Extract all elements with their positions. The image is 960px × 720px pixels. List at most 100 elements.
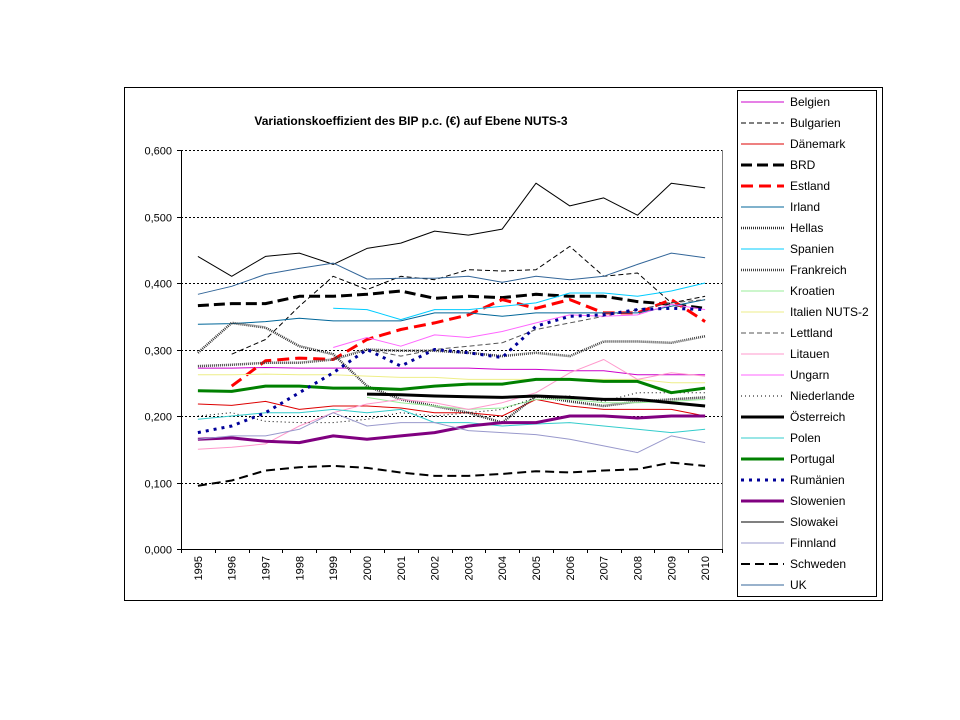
- legend-label-lettland: Lettland: [790, 326, 833, 340]
- legend-entry-lettland: Lettland: [741, 326, 833, 340]
- legend-label-kroatien: Kroatien: [790, 284, 835, 298]
- x-tick-label: 2006: [565, 556, 577, 580]
- legend-entry-belgien: Belgien: [741, 95, 830, 109]
- legend-entry-uk: UK: [741, 578, 807, 592]
- y-tick-label: 0,300: [144, 346, 172, 358]
- series-line-uk: [197, 252, 706, 295]
- legend-entry-oesterreich: Österreich: [741, 410, 845, 424]
- legend-entry-bulgarien: Bulgarien: [741, 116, 841, 130]
- series-line-oesterreich: [366, 392, 706, 408]
- x-tick-label: 1997: [261, 556, 273, 580]
- legend-label-slowakei: Slowakei: [790, 515, 838, 529]
- x-tick-label: 2001: [396, 556, 408, 580]
- y-tick-label: 0,500: [144, 213, 172, 225]
- legend-label-daenemark: Dänemark: [790, 137, 846, 151]
- y-tick-label: 0,100: [144, 479, 172, 491]
- series-line-polen: [197, 408, 706, 434]
- series-line-rumaenien: [197, 306, 706, 435]
- y-tick-label: 0,000: [144, 545, 172, 557]
- legend-label-spanien: Spanien: [790, 242, 834, 256]
- legend-label-frankreich: Frankreich: [790, 263, 847, 277]
- legend-label-estland: Estland: [790, 179, 830, 193]
- legend-label-oesterreich: Österreich: [790, 410, 845, 424]
- legend-items: Belgien Bulgarien Dänemark BRD Estland Irland…: [741, 95, 869, 592]
- series-line-finnland: [197, 412, 706, 454]
- series-line-belgien: [197, 367, 706, 376]
- y-axis-ticks: 0,000 0,100 0,200 0,300 0,400 0,500 0,600: [144, 146, 181, 557]
- series-line-schweden: [197, 461, 706, 487]
- legend-label-portugal: Portugal: [790, 452, 835, 466]
- legend-entry-irland: Irland: [741, 200, 820, 214]
- legend-label-bulgarien: Bulgarien: [790, 116, 841, 130]
- legend-entry-portugal: Portugal: [741, 452, 835, 466]
- series-line-daenemark: [197, 398, 706, 417]
- legend-label-uk: UK: [790, 578, 807, 592]
- legend-entry-spanien: Spanien: [741, 242, 834, 256]
- x-axis-ticks: 1995 1996 1997 1998 1999 2000 2001 2002 2003 2004…: [181, 549, 723, 580]
- legend-entry-ungarn: Ungarn: [741, 368, 829, 382]
- legend-label-litauen: Litauen: [790, 347, 829, 361]
- legend-entry-finnland: Finnland: [741, 536, 836, 550]
- series-line-brd: [197, 289, 706, 310]
- legend-label-niederlande: Niederlande: [790, 389, 855, 403]
- plot-background: [181, 150, 722, 549]
- legend-entry-italien-nuts-2: Italien NUTS-2: [741, 305, 869, 319]
- x-tick-label: 2010: [700, 556, 712, 580]
- y-tick-label: 0,600: [144, 146, 172, 158]
- x-tick-label: 2000: [362, 556, 374, 580]
- legend-label-irland: Irland: [790, 200, 820, 214]
- legend: Belgien Bulgarien Dänemark BRD Estland Irland…: [737, 90, 877, 597]
- legend-label-slowenien: Slowenien: [790, 494, 845, 508]
- legend-entry-daenemark: Dänemark: [741, 137, 846, 151]
- y-tick-label: 0,200: [144, 412, 172, 424]
- x-tick-label: 2002: [430, 556, 442, 580]
- series-line-ungarn: [333, 303, 706, 348]
- legend-label-italien-nuts-2: Italien NUTS-2: [790, 305, 869, 319]
- series-line-italien-nuts-2: [197, 373, 706, 384]
- y-tick-label: 0,400: [144, 279, 172, 291]
- legend-entry-litauen: Litauen: [741, 347, 829, 361]
- legend-entry-slowenien: Slowenien: [741, 494, 845, 508]
- x-tick-label: 2007: [599, 556, 611, 580]
- x-tick-label: 2004: [497, 556, 509, 580]
- x-tick-label: 2008: [632, 556, 644, 580]
- x-tick-label: 1998: [294, 556, 306, 580]
- legend-label-belgien: Belgien: [790, 95, 830, 109]
- x-tick-label: 1995: [193, 556, 205, 580]
- plot-area: 0,000 0,100 0,200 0,300 0,400 0,500 0,600 1995…: [144, 146, 723, 580]
- chart-title: Variationskoeffizient des BIP p.c. (€) a…: [254, 114, 568, 128]
- legend-label-schweden: Schweden: [790, 557, 846, 571]
- x-tick-label: 2009: [666, 556, 678, 580]
- legend-label-hellas: Hellas: [790, 221, 823, 235]
- series-line-slowenien: [197, 414, 706, 445]
- legend-entry-rumaenien: Rumänien: [741, 473, 845, 487]
- legend-label-ungarn: Ungarn: [790, 368, 829, 382]
- legend-entry-slowakei: Slowakei: [741, 515, 838, 529]
- legend-label-rumaenien: Rumänien: [790, 473, 845, 487]
- x-tick-label: 2005: [531, 556, 543, 580]
- x-tick-label: 1996: [227, 556, 239, 580]
- legend-entry-estland: Estland: [741, 179, 830, 193]
- legend-entry-niederlande: Niederlande: [741, 389, 855, 403]
- series-line-lettland: [366, 299, 706, 357]
- series-line-frankreich: [197, 334, 706, 368]
- series-line-litauen: [197, 359, 706, 450]
- legend-label-brd: BRD: [790, 158, 816, 172]
- legend-label-finnland: Finnland: [790, 536, 836, 550]
- series-line-spanien: [333, 282, 706, 321]
- legend-box: [737, 90, 877, 597]
- series-line-slowakei: [197, 182, 706, 277]
- legend-entry-kroatien: Kroatien: [741, 284, 835, 298]
- legend-entry-schweden: Schweden: [741, 557, 846, 571]
- legend-entry-brd: BRD: [741, 158, 816, 172]
- series-line-niederlande: [197, 392, 706, 424]
- series-lines: [197, 182, 706, 487]
- legend-label-polen: Polen: [790, 431, 821, 445]
- series-line-hellas: [197, 321, 706, 424]
- legend-entry-frankreich: Frankreich: [741, 263, 847, 277]
- x-tick-label: 2003: [463, 556, 475, 580]
- series-line-kroatien: [366, 396, 706, 410]
- x-tick-label: 1999: [328, 556, 340, 580]
- legend-entry-polen: Polen: [741, 431, 821, 445]
